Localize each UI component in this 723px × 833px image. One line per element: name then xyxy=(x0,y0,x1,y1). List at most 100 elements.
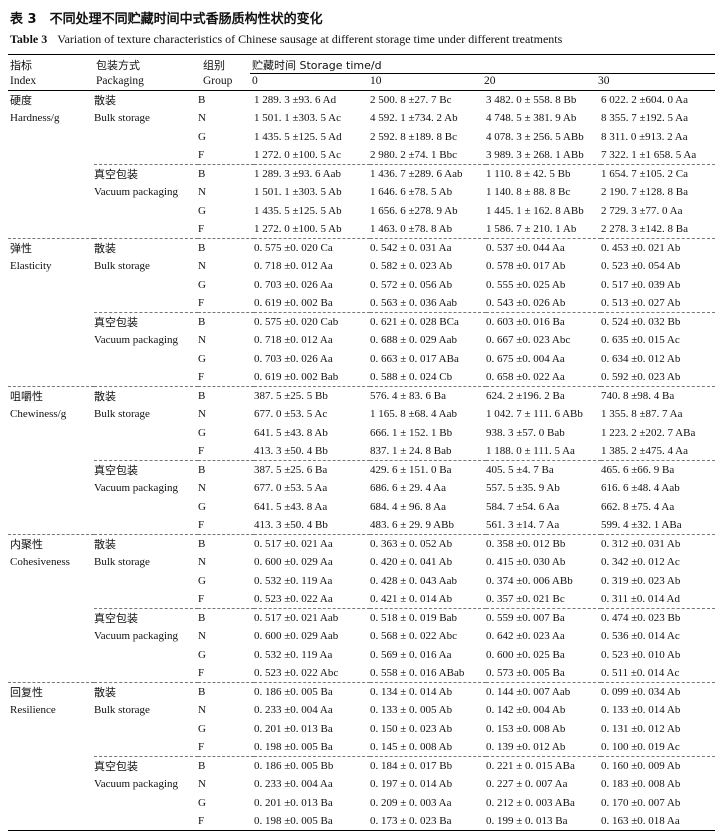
value-cell-day-20: 0. 603 ±0. 016 Ba xyxy=(486,312,601,332)
value-cell-day-30: 1 385. 2 ±475. 4 Aa xyxy=(601,444,689,457)
value-cell-day-10: 429. 6 ± 151. 0 Ba xyxy=(370,460,486,480)
index-cell xyxy=(8,498,94,516)
group-cell: F xyxy=(198,222,205,235)
table-row: F 0. 198 ±0. 005 Ba 0. 173 ± 0. 023 Ba 0. 1… xyxy=(8,811,715,831)
value-cell-day-20: 4 748. 5 ± 381. 9 Ab xyxy=(486,112,577,125)
index-name-cn: 内聚性 xyxy=(8,534,94,554)
header-time-10: 10 xyxy=(370,75,382,87)
value-cell-day-20: 1 110. 8 ± 42. 5 Bb xyxy=(486,164,601,184)
table-row: 真空包装 B 0. 575 ±0. 020 Cab 0. 621 ± 0. 028 B… xyxy=(8,312,715,332)
index-cell xyxy=(8,590,94,609)
value-cell-day-10: 1 463. 0 ±78. 8 Ab xyxy=(370,222,453,235)
value-cell-day-0: 1 272. 0 ±100. 5 Ac xyxy=(254,148,342,161)
value-cell-day-0: 0. 718 ±0. 012 Aa xyxy=(254,260,333,273)
value-cell-day-0: 0. 619 ±0. 002 Ba xyxy=(254,296,333,309)
table-row: F 413. 3 ±50. 4 Bb 483. 6 ± 29. 9 ABb 561. … xyxy=(8,516,715,535)
header-group-cn: 组别 xyxy=(203,59,225,72)
value-cell-day-30: 616. 6 ±48. 4 Aab xyxy=(601,482,680,495)
table-row: F 0. 619 ±0. 002 Ba 0. 563 ± 0. 036 Aab 0. … xyxy=(8,294,715,313)
value-cell-day-30: 0. 474 ±0. 023 Bb xyxy=(601,608,715,628)
table-row: Cohesiveness Bulk storage N 0. 600 ±0. 029 … xyxy=(8,553,715,571)
value-cell-day-10: 684. 4 ± 96. 8 Aa xyxy=(370,500,447,513)
value-cell-day-10: 0. 150 ± 0. 023 Ab xyxy=(370,722,453,735)
value-cell-day-10: 0. 572 ± 0. 056 Ab xyxy=(370,278,453,291)
value-cell-day-0: 413. 3 ±50. 4 Bb xyxy=(254,518,328,531)
value-cell-day-30: 8 355. 7 ±192. 5 Aa xyxy=(601,112,689,125)
value-cell-day-20: 0. 144 ±0. 007 Aab xyxy=(486,682,601,702)
table-row: F 0. 523 ±0. 022 Aa 0. 421 ± 0. 014 Ab 0. 3… xyxy=(8,590,715,609)
value-cell-day-0: 0. 198 ±0. 005 Ba xyxy=(254,740,333,753)
value-cell-day-30: 2 190. 7 ±128. 8 Ba xyxy=(601,186,689,199)
value-cell-day-10: 0. 688 ± 0. 029 Aab xyxy=(370,334,458,347)
value-cell-day-20: 1 042. 7 ± 111. 6 ABb xyxy=(486,408,583,421)
value-cell-day-30: 0. 170 ±0. 007 Ab xyxy=(601,796,681,809)
table-title-cn: 表 3 不同处理不同贮藏时间中式香肠质构性状的变化 xyxy=(10,12,323,27)
value-cell-day-30: 465. 6 ±66. 9 Ba xyxy=(601,460,715,480)
table-label: Table 3 xyxy=(10,32,48,46)
table-row: Vacuum packaging N 1 501. 1 ±303. 5 Ab 1 64… xyxy=(8,183,715,201)
packaging-cell xyxy=(94,368,198,387)
group-cell: N xyxy=(198,704,206,717)
value-cell-day-0: 1 272. 0 ±100. 5 Ab xyxy=(254,222,342,235)
index-name-en: Chewiness/g xyxy=(10,408,67,421)
packaging-cell xyxy=(94,350,198,368)
value-cell-day-30: 1 355. 8 ±87. 7 Aa xyxy=(601,408,683,421)
value-cell-day-10: 0. 363 ± 0. 052 Ab xyxy=(370,534,486,554)
packaging-cell xyxy=(94,664,198,683)
packaging-name-cn: 散装 xyxy=(94,534,198,554)
header-time-0: 0 xyxy=(252,75,258,87)
index-cell xyxy=(8,350,94,368)
value-cell-day-20: 0. 358 ±0. 012 Bb xyxy=(486,534,601,554)
value-cell-day-20: 0. 357 ±0. 021 Bc xyxy=(486,592,565,605)
packaging-name-cn: 真空包装 xyxy=(94,608,198,628)
value-cell-day-20: 0. 199 ± 0. 013 Ba xyxy=(486,811,601,831)
packaging-name-en: Bulk storage xyxy=(94,704,150,717)
value-cell-day-30: 599. 4 ±32. 1 ABa xyxy=(601,518,682,531)
index-cell xyxy=(8,664,94,683)
packaging-cell xyxy=(94,572,198,590)
value-cell-day-0: 413. 3 ±50. 4 Bb xyxy=(254,444,328,457)
group-cell: B xyxy=(198,312,254,332)
value-cell-day-10: 2 500. 8 ±27. 7 Bc xyxy=(370,94,452,107)
group-cell: N xyxy=(198,260,206,273)
table-row: 硬度 散装 B 1 289. 3 ±93. 6 Ad 2 500. 8 ±27. 7 B… xyxy=(8,91,715,109)
packaging-cell xyxy=(94,811,198,831)
table-caption: Variation of texture characteristics of … xyxy=(57,32,563,46)
value-cell-day-30: 0. 523 ±0. 054 Ab xyxy=(601,260,681,273)
group-cell: F xyxy=(198,811,254,831)
group-cell: F xyxy=(198,444,205,457)
packaging-cell xyxy=(94,646,198,664)
table-row: 真空包装 B 1 289. 3 ±93. 6 Aab 1 436. 7 ±289. 6… xyxy=(8,164,715,184)
value-cell-day-30: 0. 453 ±0. 021 Ab xyxy=(601,238,715,258)
value-cell-day-20: 0. 667 ±0. 023 Abc xyxy=(486,334,571,347)
value-cell-day-0: 0. 523 ±0. 022 Aa xyxy=(254,592,333,605)
value-cell-day-30: 0. 160 ±0. 009 Ab xyxy=(601,756,715,776)
index-cell xyxy=(8,313,94,332)
index-cell xyxy=(8,220,94,239)
packaging-cell xyxy=(94,794,198,812)
packaging-cell xyxy=(94,276,198,294)
value-cell-day-0: 0. 532 ±0. 119 Aa xyxy=(254,648,333,661)
value-cell-day-0: 0. 703 ±0. 026 Aa xyxy=(254,352,333,365)
value-cell-day-20: 1 445. 1 ± 162. 8 ABb xyxy=(486,204,584,217)
packaging-name-en: Bulk storage xyxy=(94,408,150,421)
value-cell-day-30: 0. 513 ±0. 027 Ab xyxy=(601,296,681,309)
top-rule xyxy=(8,54,715,55)
value-cell-day-30: 662. 8 ±75. 4 Aa xyxy=(601,500,675,513)
index-cell xyxy=(8,738,94,757)
value-cell-day-30: 0. 163 ±0. 018 Aa xyxy=(601,811,715,831)
value-cell-day-20: 4 078. 3 ± 256. 5 ABb xyxy=(486,130,584,143)
value-cell-day-10: 0. 428 ± 0. 043 Aab xyxy=(370,574,458,587)
value-cell-day-10: 0. 209 ± 0. 003 Aa xyxy=(370,796,452,809)
packaging-name-cn: 散装 xyxy=(94,94,116,108)
header-packaging-cn: 包装方式 xyxy=(96,59,140,72)
group-cell: B xyxy=(198,608,254,628)
group-cell: N xyxy=(198,482,206,495)
value-cell-day-0: 0. 233 ±0. 004 Aa xyxy=(254,704,333,717)
header-time-20: 20 xyxy=(484,75,496,87)
packaging-cell xyxy=(94,720,198,738)
packaging-cell xyxy=(94,202,198,220)
index-cell xyxy=(8,146,94,165)
index-cell xyxy=(8,775,94,793)
group-cell: F xyxy=(198,666,205,679)
